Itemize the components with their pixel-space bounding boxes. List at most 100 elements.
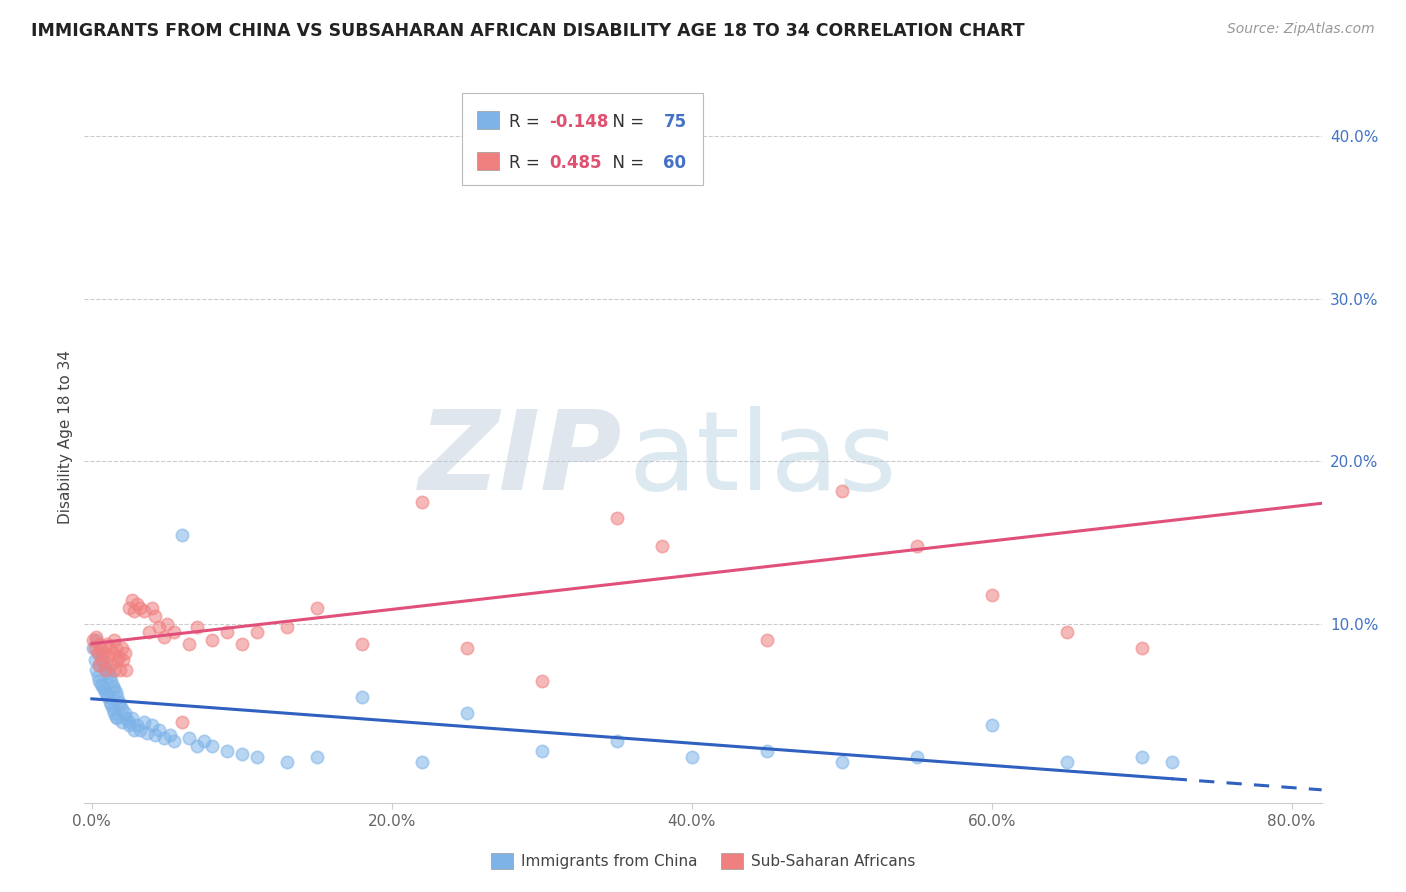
Point (153, 630, 176, 644)
Point (86, 630, 108, 644)
Point (100, 673, 122, 688)
Point (350, 690, 373, 705)
Point (905, 750, 928, 764)
Point (305, 750, 328, 764)
Point (83, 641, 105, 656)
Point (411, 755, 433, 769)
Point (115, 711, 138, 725)
Point (110, 663, 132, 677)
Point (456, 641, 478, 656)
Point (231, 636, 253, 650)
Point (108, 695, 131, 709)
Point (87, 646, 110, 660)
Point (121, 711, 143, 725)
Point (246, 750, 269, 764)
Point (141, 718, 163, 732)
Point (1056, 755, 1078, 769)
Point (90, 649, 112, 664)
Point (153, 731, 176, 745)
Point (101, 679, 124, 693)
Point (138, 625, 160, 640)
Point (350, 636, 373, 650)
Point (96, 687, 118, 701)
Point (97, 665, 120, 680)
Point (143, 727, 166, 741)
Point (193, 734, 215, 748)
Text: IMMIGRANTS FROM CHINA VS SUBSAHARAN AFRICAN DISABILITY AGE 18 TO 34 CORRELATION : IMMIGRANTS FROM CHINA VS SUBSAHARAN AFRI… (31, 22, 1025, 40)
Point (122, 723, 145, 737)
Point (82, 641, 104, 656)
Point (118, 718, 141, 732)
Point (305, 600, 328, 615)
Point (905, 539, 928, 553)
Point (136, 726, 159, 740)
Point (1056, 625, 1078, 640)
Point (103, 663, 125, 677)
Text: N =: N = (602, 113, 650, 131)
Point (104, 641, 127, 656)
Point (97, 690, 120, 705)
Point (143, 608, 166, 623)
Point (179, 636, 201, 650)
Point (97, 649, 120, 664)
Point (170, 527, 193, 541)
Text: R =: R = (509, 154, 544, 172)
Point (118, 714, 141, 729)
Point (103, 681, 125, 696)
Point (115, 663, 138, 677)
Point (215, 744, 238, 758)
Point (170, 714, 193, 729)
Point (128, 600, 150, 615)
Point (156, 617, 179, 632)
Point (104, 709, 127, 723)
Text: -0.148: -0.148 (550, 113, 609, 131)
Point (112, 653, 135, 667)
Point (606, 734, 628, 748)
Point (1130, 750, 1153, 764)
Point (87, 646, 110, 660)
Point (93, 646, 115, 660)
Point (411, 495, 433, 509)
Point (89, 657, 111, 672)
Point (110, 698, 132, 713)
Text: R =: R = (509, 113, 544, 131)
Point (105, 690, 128, 705)
Point (980, 718, 1002, 732)
Point (755, 744, 778, 758)
Point (89, 673, 111, 688)
Point (89, 636, 111, 650)
Point (91, 653, 114, 667)
Point (111, 714, 134, 729)
Point (90, 677, 112, 691)
Point (111, 701, 134, 715)
Y-axis label: Disability Age 18 to 34: Disability Age 18 to 34 (58, 350, 73, 524)
Point (89, 657, 111, 672)
Point (122, 604, 145, 618)
Text: 60: 60 (664, 154, 686, 172)
Point (96, 663, 118, 677)
Point (179, 731, 201, 745)
Point (91, 679, 114, 693)
Point (530, 744, 553, 758)
Point (163, 625, 186, 640)
Legend: Immigrants from China, Sub-Saharan Africans: Immigrants from China, Sub-Saharan Afric… (485, 847, 921, 875)
Point (530, 673, 553, 688)
Point (114, 646, 136, 660)
Point (606, 511, 628, 525)
Point (125, 598, 148, 612)
Point (134, 604, 156, 618)
Point (82, 633, 104, 648)
FancyBboxPatch shape (477, 111, 499, 129)
Point (134, 714, 156, 729)
Point (96, 636, 118, 650)
Text: N =: N = (602, 154, 650, 172)
Point (100, 698, 122, 713)
Point (231, 747, 253, 761)
Point (94, 661, 117, 675)
FancyBboxPatch shape (461, 94, 703, 185)
Text: 75: 75 (664, 113, 686, 131)
Point (94, 685, 117, 699)
Point (246, 625, 269, 640)
Point (201, 633, 224, 648)
Point (148, 723, 170, 737)
